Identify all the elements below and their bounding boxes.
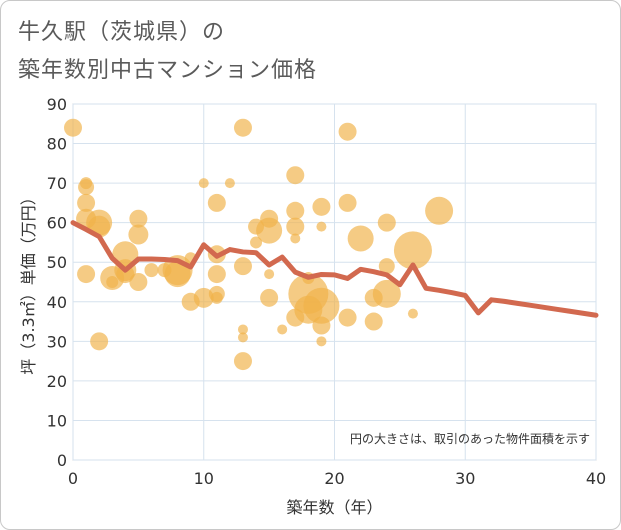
bubble bbox=[338, 193, 357, 212]
x-tick-label: 10 bbox=[194, 469, 214, 488]
y-tick-label: 90 bbox=[47, 95, 67, 114]
bubble bbox=[112, 241, 139, 268]
bubble bbox=[207, 265, 226, 284]
bubble bbox=[237, 324, 248, 335]
chart-title-line1: 牛久駅（茨城県）の bbox=[18, 20, 226, 45]
bubble-size-note: 円の大きさは、取引のあった物件面積を示す bbox=[350, 431, 590, 446]
bubble bbox=[393, 231, 432, 270]
bubble bbox=[277, 324, 288, 335]
x-tick-label: 40 bbox=[586, 469, 606, 488]
bubble bbox=[312, 316, 331, 335]
bubble bbox=[77, 265, 96, 284]
bubble bbox=[290, 233, 301, 244]
x-axis-label: 築年数（年） bbox=[286, 498, 382, 517]
bubble bbox=[233, 118, 252, 137]
bubble bbox=[338, 308, 357, 327]
bubble bbox=[264, 269, 275, 280]
bubble bbox=[233, 352, 252, 371]
x-tick-label: 30 bbox=[455, 469, 475, 488]
y-tick-label: 20 bbox=[47, 372, 67, 391]
x-tick-label: 0 bbox=[68, 469, 78, 488]
y-tick-label: 30 bbox=[47, 332, 67, 351]
bubble bbox=[364, 312, 383, 331]
y-axis-label: 坪（3.3㎡）単価（万円） bbox=[19, 189, 38, 374]
y-tick-label: 80 bbox=[47, 135, 67, 154]
y-tick-label: 60 bbox=[47, 214, 67, 233]
bubble bbox=[144, 263, 159, 278]
bubble bbox=[377, 213, 396, 232]
y-tick-label: 0 bbox=[57, 451, 67, 470]
bubble bbox=[425, 196, 454, 225]
y-tick-label: 50 bbox=[47, 253, 67, 272]
bubble bbox=[198, 178, 209, 189]
bubble bbox=[347, 225, 374, 252]
bubble bbox=[106, 276, 119, 288]
bubble bbox=[78, 179, 95, 196]
bubble bbox=[193, 287, 214, 308]
bubble bbox=[286, 166, 305, 185]
bubbles bbox=[64, 118, 454, 371]
average-price-line bbox=[70, 220, 599, 318]
bubble bbox=[378, 258, 395, 275]
bubble bbox=[77, 193, 96, 212]
y-tick-label: 10 bbox=[47, 411, 67, 430]
bubble bbox=[303, 287, 340, 324]
bubble bbox=[286, 201, 305, 220]
bubble bbox=[164, 261, 191, 288]
bubble bbox=[286, 217, 305, 236]
bubble bbox=[407, 308, 418, 319]
bubble bbox=[233, 257, 252, 276]
bubble bbox=[128, 224, 149, 245]
chart-title-line2: 築年数別中古マンション価格 bbox=[18, 58, 318, 83]
bubble bbox=[64, 118, 82, 137]
bubble bbox=[316, 336, 327, 347]
bubble bbox=[372, 279, 401, 308]
bubble bbox=[129, 209, 148, 228]
ticks: 0 10 20 30 40 0 10 20 30 40 50 60 70 80 90 bbox=[47, 95, 607, 488]
bubble bbox=[129, 273, 148, 291]
bubble bbox=[256, 217, 283, 244]
bubble bbox=[224, 178, 235, 189]
y-tick-label: 40 bbox=[47, 293, 67, 312]
bubble bbox=[338, 122, 357, 141]
bubble bbox=[207, 193, 226, 212]
bubble bbox=[210, 291, 223, 304]
bubble bbox=[250, 236, 263, 249]
y-tick-label: 70 bbox=[47, 174, 67, 193]
bubble bbox=[260, 288, 279, 307]
bubble bbox=[312, 197, 331, 216]
bubble bbox=[316, 221, 327, 232]
x-tick-label: 20 bbox=[324, 469, 344, 488]
bubble bbox=[90, 332, 109, 351]
bubble bbox=[237, 332, 248, 343]
